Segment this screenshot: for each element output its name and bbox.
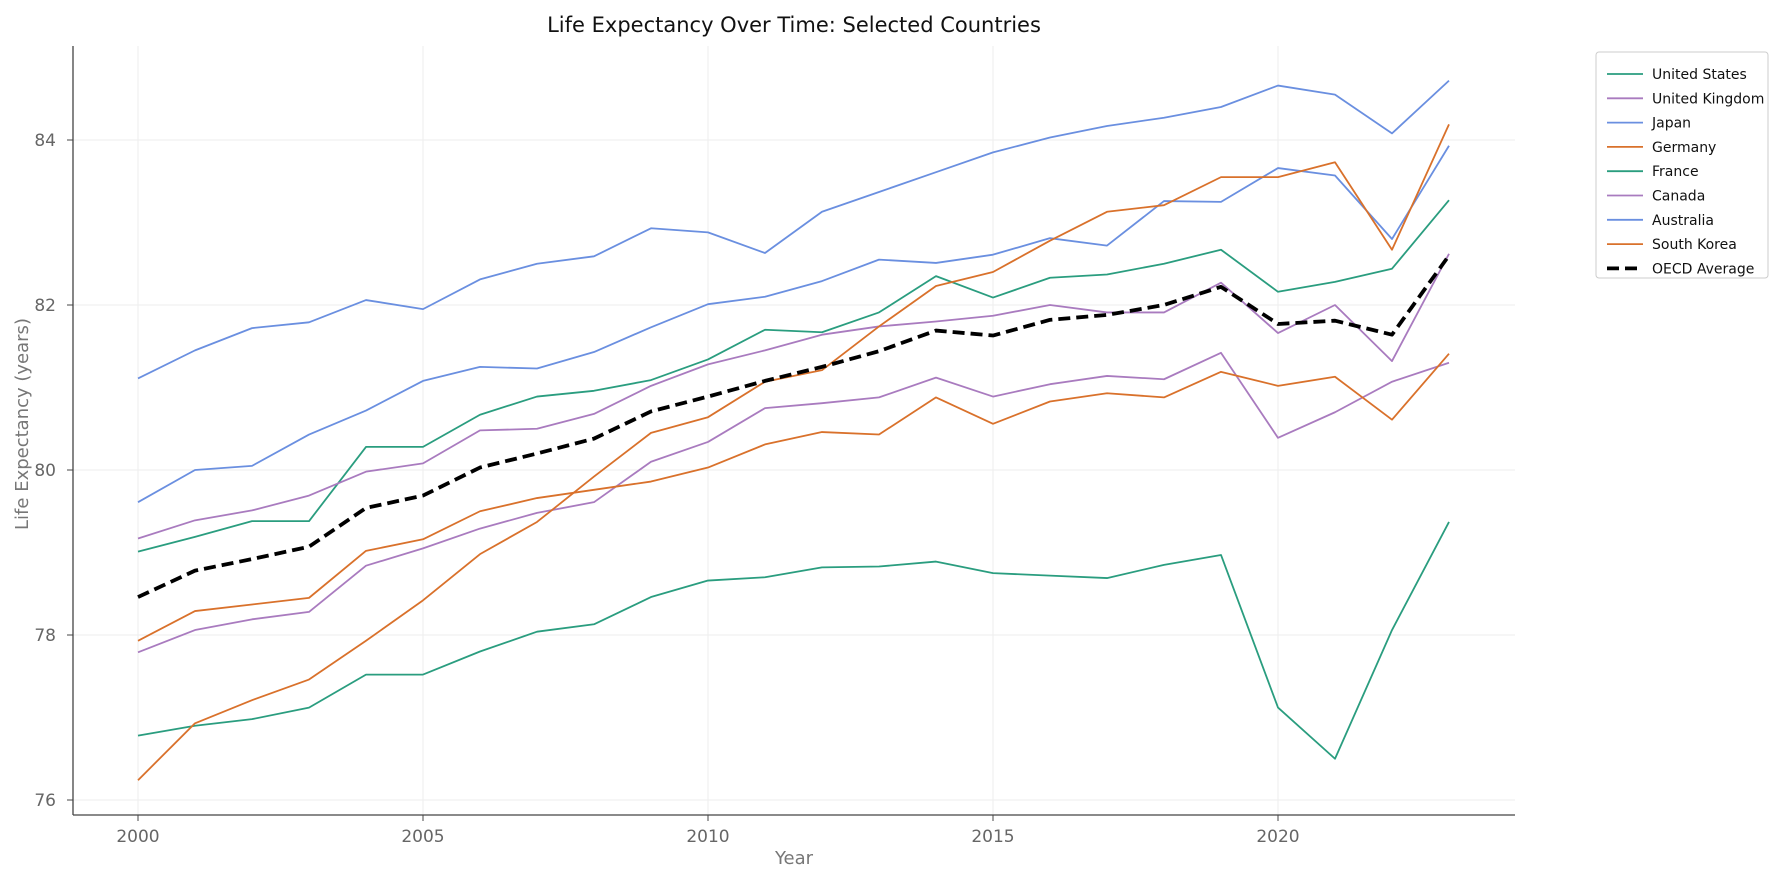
series-lines bbox=[137, 79, 1451, 781]
x-tick-label: 2015 bbox=[971, 827, 1014, 847]
series-line-oecd-average bbox=[137, 254, 1451, 599]
series-line-japan bbox=[137, 79, 1450, 380]
series-line-united-kingdom bbox=[137, 351, 1450, 654]
y-axis-label: Life Expectancy (years) bbox=[12, 318, 33, 530]
x-tick-label: 2005 bbox=[401, 827, 444, 847]
chart-title: Life Expectancy Over Time: Selected Coun… bbox=[547, 13, 1041, 37]
y-tick-label: 84 bbox=[34, 131, 56, 151]
legend-label-oecd-average: OECD Average bbox=[1652, 261, 1754, 277]
x-tick-label: 2000 bbox=[116, 827, 159, 847]
legend-label-japan: Japan bbox=[1651, 116, 1691, 132]
y-tick-label: 82 bbox=[34, 296, 56, 316]
series-line-canada bbox=[137, 253, 1450, 540]
legend-label-united-states: United States bbox=[1652, 67, 1747, 83]
series-line-south-korea bbox=[137, 123, 1450, 781]
ticks: 2000 2005 2010 2015 2020 76 78 80 82 84 bbox=[34, 131, 1299, 847]
axes bbox=[72, 46, 1515, 816]
y-tick-label: 76 bbox=[34, 791, 56, 811]
legend-label-france: France bbox=[1652, 164, 1699, 180]
legend-label-germany: Germany bbox=[1652, 140, 1716, 156]
y-tick-label: 78 bbox=[34, 626, 56, 646]
y-tick-label: 80 bbox=[34, 461, 56, 481]
series-line-australia bbox=[137, 145, 1450, 503]
x-axis-label: Year bbox=[774, 848, 814, 869]
grid bbox=[73, 46, 1515, 815]
series-line-germany bbox=[137, 353, 1450, 642]
legend-label-canada: Canada bbox=[1652, 189, 1705, 205]
series-line-france bbox=[137, 199, 1450, 553]
legend-frame bbox=[1595, 51, 1769, 279]
legend: United States United Kingdom Japan Germany F… bbox=[1595, 51, 1769, 279]
legend-label-south-korea: South Korea bbox=[1652, 237, 1737, 253]
x-tick-label: 2020 bbox=[1256, 827, 1299, 847]
x-tick-label: 2010 bbox=[686, 827, 729, 847]
legend-label-united-kingdom: United Kingdom bbox=[1652, 91, 1764, 107]
series-line-united-states bbox=[137, 521, 1450, 760]
legend-label-australia: Australia bbox=[1652, 213, 1714, 229]
